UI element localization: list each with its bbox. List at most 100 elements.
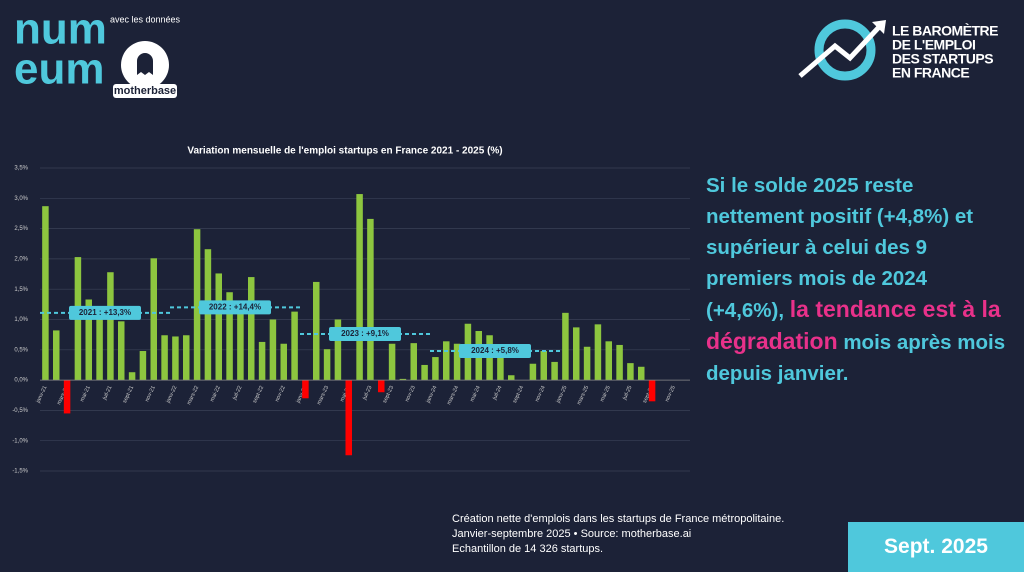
bar [378,380,385,393]
bar [616,344,623,381]
header-line: DE L'EMPLOI [892,37,975,53]
x-tick-label: mars-25 [576,385,590,406]
bar [432,357,439,381]
partner-name: motherbase [114,85,176,97]
bar [85,299,92,381]
bar [63,380,71,414]
y-tick-label: 1,5% [14,287,28,293]
header-line: LE BAROMÈTRE [892,23,998,39]
commentary: Si le solde 2025 reste nettement positif… [706,170,1006,389]
x-tick-label: sept-21 [122,385,135,404]
text-part: Si le solde 2025 reste nettement positif… [706,174,974,322]
x-tick-label: mai-22 [209,385,222,403]
x-tick-label: mai-21 [79,385,92,403]
bar [258,341,266,381]
footnote-line: Création nette d'emplois dans les startu… [452,513,785,525]
x-tick-label: mars-22 [186,385,200,406]
bar [96,310,103,381]
bar [540,351,547,381]
bar [388,343,396,381]
x-tick-label: juil-23 [361,385,373,402]
y-tick-label: -0,5% [12,408,28,414]
bar [583,346,591,381]
bar [42,206,49,381]
y-tick-label: 3,5% [14,166,28,172]
bar [334,319,342,381]
chart-title: Variation mensuelle de l'emploi startups… [187,146,502,157]
bar [139,351,147,381]
average-label-bg [199,300,271,315]
x-tick-label: juil-24 [491,385,503,402]
average-label-bg [459,344,531,359]
bar [605,341,612,381]
x-tick-label: nov-23 [404,385,417,403]
x-tick-label: nov-25 [664,385,677,403]
bar [594,324,602,381]
bar [367,218,374,381]
x-tick-label: mars-24 [446,385,460,406]
partner-intro: avec les données [110,14,181,24]
average-label-bg [69,305,141,320]
y-tick-label: 3,0% [14,196,28,202]
bar [443,341,450,381]
x-tick-label: sept-24 [512,385,525,404]
x-tick-label: juil-25 [621,385,633,402]
footnote-line: Janvier-septembre 2025 • Source: motherb… [452,528,692,540]
bar [399,378,407,381]
bar [150,258,157,381]
logo-line2: eum [14,45,104,94]
x-tick-label: juil-22 [231,385,243,402]
partner-ghost [137,53,153,75]
bar [53,330,60,381]
bar [193,229,201,381]
average-label: 2024 : +5,8% [471,346,519,355]
x-tick-label: nov-22 [274,385,287,403]
bar [638,366,645,381]
bar [269,319,277,381]
header-icon [814,19,876,81]
x-tick-label: janv-25 [555,385,568,405]
bar [562,312,569,381]
bar [356,194,363,381]
x-tick-label: juil-21 [101,385,113,402]
bar [313,281,320,381]
average-label: 2023 : +9,1% [341,329,389,338]
bar [573,327,580,381]
footnote-line: Echantillon de 14 326 startups. [452,543,604,555]
bar [118,321,125,381]
bar [128,372,136,381]
average-label: 2021 : +13,3% [79,308,131,317]
y-tick-label: 2,0% [14,256,28,262]
logo-line1: num [14,5,107,54]
header-arrow [798,24,882,78]
average-label-bg [329,327,401,342]
bar [453,343,461,381]
average-label: 2022 : +14,4% [209,302,261,311]
y-tick-label: -1,0% [12,438,28,444]
header-line: DES STARTUPS [892,51,993,67]
text-highlight: la tendance est à la dégradation [706,296,1001,354]
bar [237,311,244,381]
bar [345,380,352,456]
bar [421,364,428,381]
bar [183,335,190,381]
bar [172,336,179,381]
date-badge: Sept. 2025 [848,522,1024,572]
bar [648,380,656,402]
bar [529,363,537,381]
x-tick-label: janv-21 [35,385,48,405]
bar [551,361,558,381]
header-arrowhead [872,20,886,34]
bar [161,335,168,381]
bar [508,375,515,381]
x-tick-label: janv-22 [165,385,178,405]
y-tick-label: 2,5% [14,226,28,232]
y-tick-label: 0,5% [14,347,28,353]
header-line: EN FRANCE [892,65,969,81]
bar [410,343,417,381]
bar [215,273,222,381]
x-tick-label: nov-24 [534,385,547,403]
footnote: Création nette d'emplois dans les startu… [452,512,784,557]
